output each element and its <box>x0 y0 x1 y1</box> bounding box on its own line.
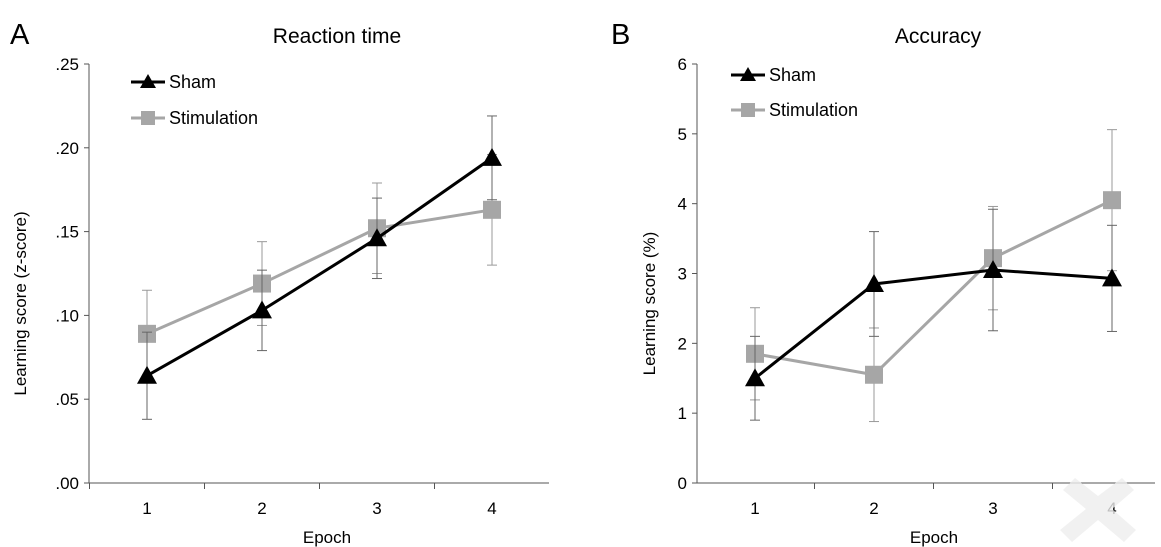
series-line <box>754 268 1113 380</box>
x-axis-label: Epoch <box>910 528 958 547</box>
y-tick-label: .25 <box>55 55 79 74</box>
y-tick-label: .15 <box>55 223 79 242</box>
x-tick-label: 2 <box>257 499 266 518</box>
panel-accuracy: BAccuracy01234561234EpochLearning score … <box>611 19 1155 547</box>
series-line <box>754 198 1113 377</box>
y-tick-label: 6 <box>678 55 687 74</box>
legend-label: Stimulation <box>769 100 858 120</box>
x-axis-label: Epoch <box>303 528 351 547</box>
series-sham <box>137 115 502 420</box>
y-tick-label: 5 <box>678 125 687 144</box>
data-point-square <box>865 365 883 384</box>
legend-marker-square <box>741 103 755 117</box>
legend: Sham Stimulation <box>731 65 858 120</box>
series-stimulation <box>746 129 1121 423</box>
legend-marker-triangle <box>740 67 756 81</box>
y-axis-label: Learning score (%) <box>640 232 659 376</box>
chart-title: Reaction time <box>273 25 401 48</box>
x-tick-label: 1 <box>142 499 151 518</box>
y-tick-label: 0 <box>678 474 687 493</box>
data-point-square <box>1103 191 1121 210</box>
panel-letter: A <box>10 19 30 51</box>
data-point-triangle <box>1102 268 1122 287</box>
series-sham <box>745 208 1122 421</box>
y-tick-label: .00 <box>55 474 79 493</box>
legend: Sham Stimulation <box>131 72 258 128</box>
legend-label: Sham <box>769 65 816 85</box>
data-point-triangle <box>864 273 884 292</box>
y-tick-label: .10 <box>55 306 79 325</box>
y-tick-label: 1 <box>678 404 687 423</box>
data-point-triangle <box>367 228 387 247</box>
x-tick-label: 1 <box>750 499 759 518</box>
series-line <box>146 208 493 336</box>
data-point-triangle <box>252 300 272 319</box>
legend-marker-square <box>141 111 155 125</box>
data-point-triangle <box>137 365 157 384</box>
panel-letter: B <box>611 19 630 51</box>
legend-label: Sham <box>169 72 216 92</box>
x-tick-label: 2 <box>869 499 878 518</box>
series-line <box>146 156 493 378</box>
legend-label: Stimulation <box>169 108 258 128</box>
data-point-triangle <box>745 368 765 387</box>
legend-marker-triangle <box>140 74 156 88</box>
watermark-logo <box>1060 478 1136 542</box>
data-point-square <box>483 200 501 219</box>
y-tick-label: 3 <box>678 265 687 284</box>
y-axis-label: Learning score (z-score) <box>11 211 30 395</box>
y-tick-label: .05 <box>55 390 79 409</box>
x-tick-label: 4 <box>487 499 496 518</box>
y-tick-label: 2 <box>678 334 687 353</box>
chart-title: Accuracy <box>895 25 982 48</box>
y-tick-label: 4 <box>678 195 687 214</box>
panel-reaction-time: A Reaction time .00 .05 .10 .15 .20 .25 1 2 3 4 Epoc… <box>10 19 549 547</box>
y-tick-label: .20 <box>55 139 79 158</box>
data-point-triangle <box>983 260 1003 279</box>
data-point-triangle <box>482 147 502 166</box>
x-tick-label: 3 <box>988 499 997 518</box>
x-tick-label: 3 <box>372 499 381 518</box>
